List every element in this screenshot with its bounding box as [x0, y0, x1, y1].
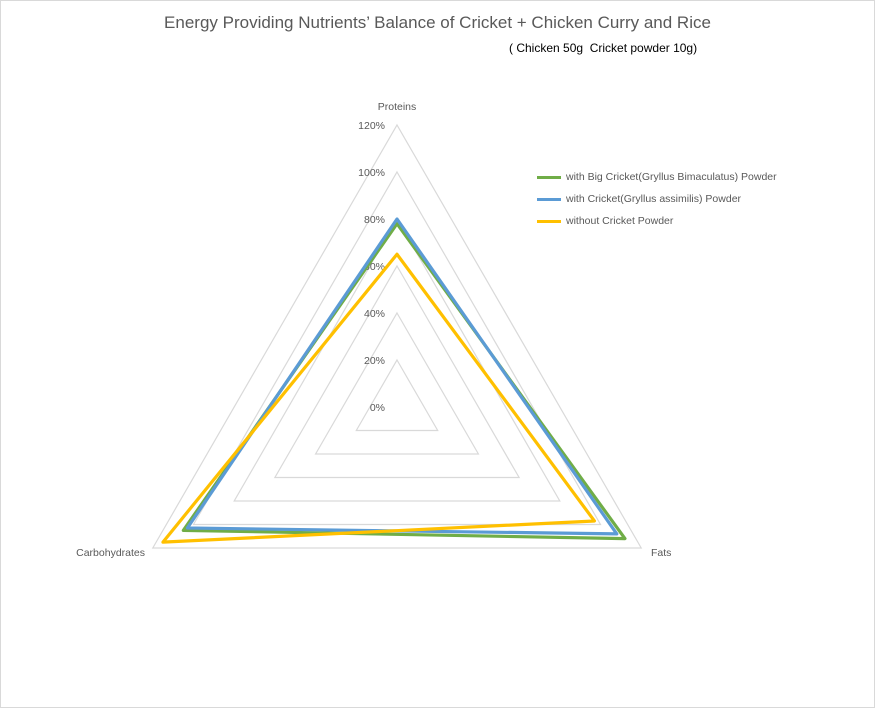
legend-label: without Cricket Powder	[566, 215, 674, 227]
radial-tick-label: 80%	[364, 214, 385, 226]
legend: with Big Cricket(Gryllus Bimaculatus) Po…	[537, 166, 777, 232]
grid-ring	[233, 217, 561, 502]
grid-ring	[151, 123, 643, 549]
axis-label-carbohydrates: Carbohydrates	[76, 547, 145, 559]
chart-subtitle: ( Chicken 50g Cricket powder 10g)	[509, 41, 698, 55]
axis-label-fats: Fats	[651, 547, 671, 559]
radial-tick-label: 40%	[364, 308, 385, 320]
radial-tick-label: 100%	[358, 167, 385, 179]
legend-swatch	[537, 219, 561, 223]
legend-item-2: with Cricket(Gryllus assimilis) Powder	[537, 188, 777, 210]
legend-item-3: without Cricket Powder	[537, 210, 777, 232]
series-line-3	[161, 252, 597, 544]
grid-ring	[314, 311, 480, 455]
grid-ring	[355, 358, 439, 432]
legend-swatch	[537, 175, 561, 179]
legend-swatch	[537, 197, 561, 201]
legend-label: with Cricket(Gryllus assimilis) Powder	[566, 193, 742, 205]
grid-ring	[273, 264, 521, 479]
radial-tick-label: 120%	[358, 120, 385, 132]
radial-tick-label: 0%	[370, 402, 385, 414]
grid-ring	[192, 170, 602, 526]
legend-label: with Big Cricket(Gryllus Bimaculatus) Po…	[566, 171, 777, 183]
radial-tick-label: 20%	[364, 355, 385, 367]
axis-label-proteins: Proteins	[378, 101, 417, 113]
chart-title: Energy Providing Nutrients’ Balance of C…	[164, 13, 711, 32]
legend-item-1: with Big Cricket(Gryllus Bimaculatus) Po…	[537, 166, 777, 188]
